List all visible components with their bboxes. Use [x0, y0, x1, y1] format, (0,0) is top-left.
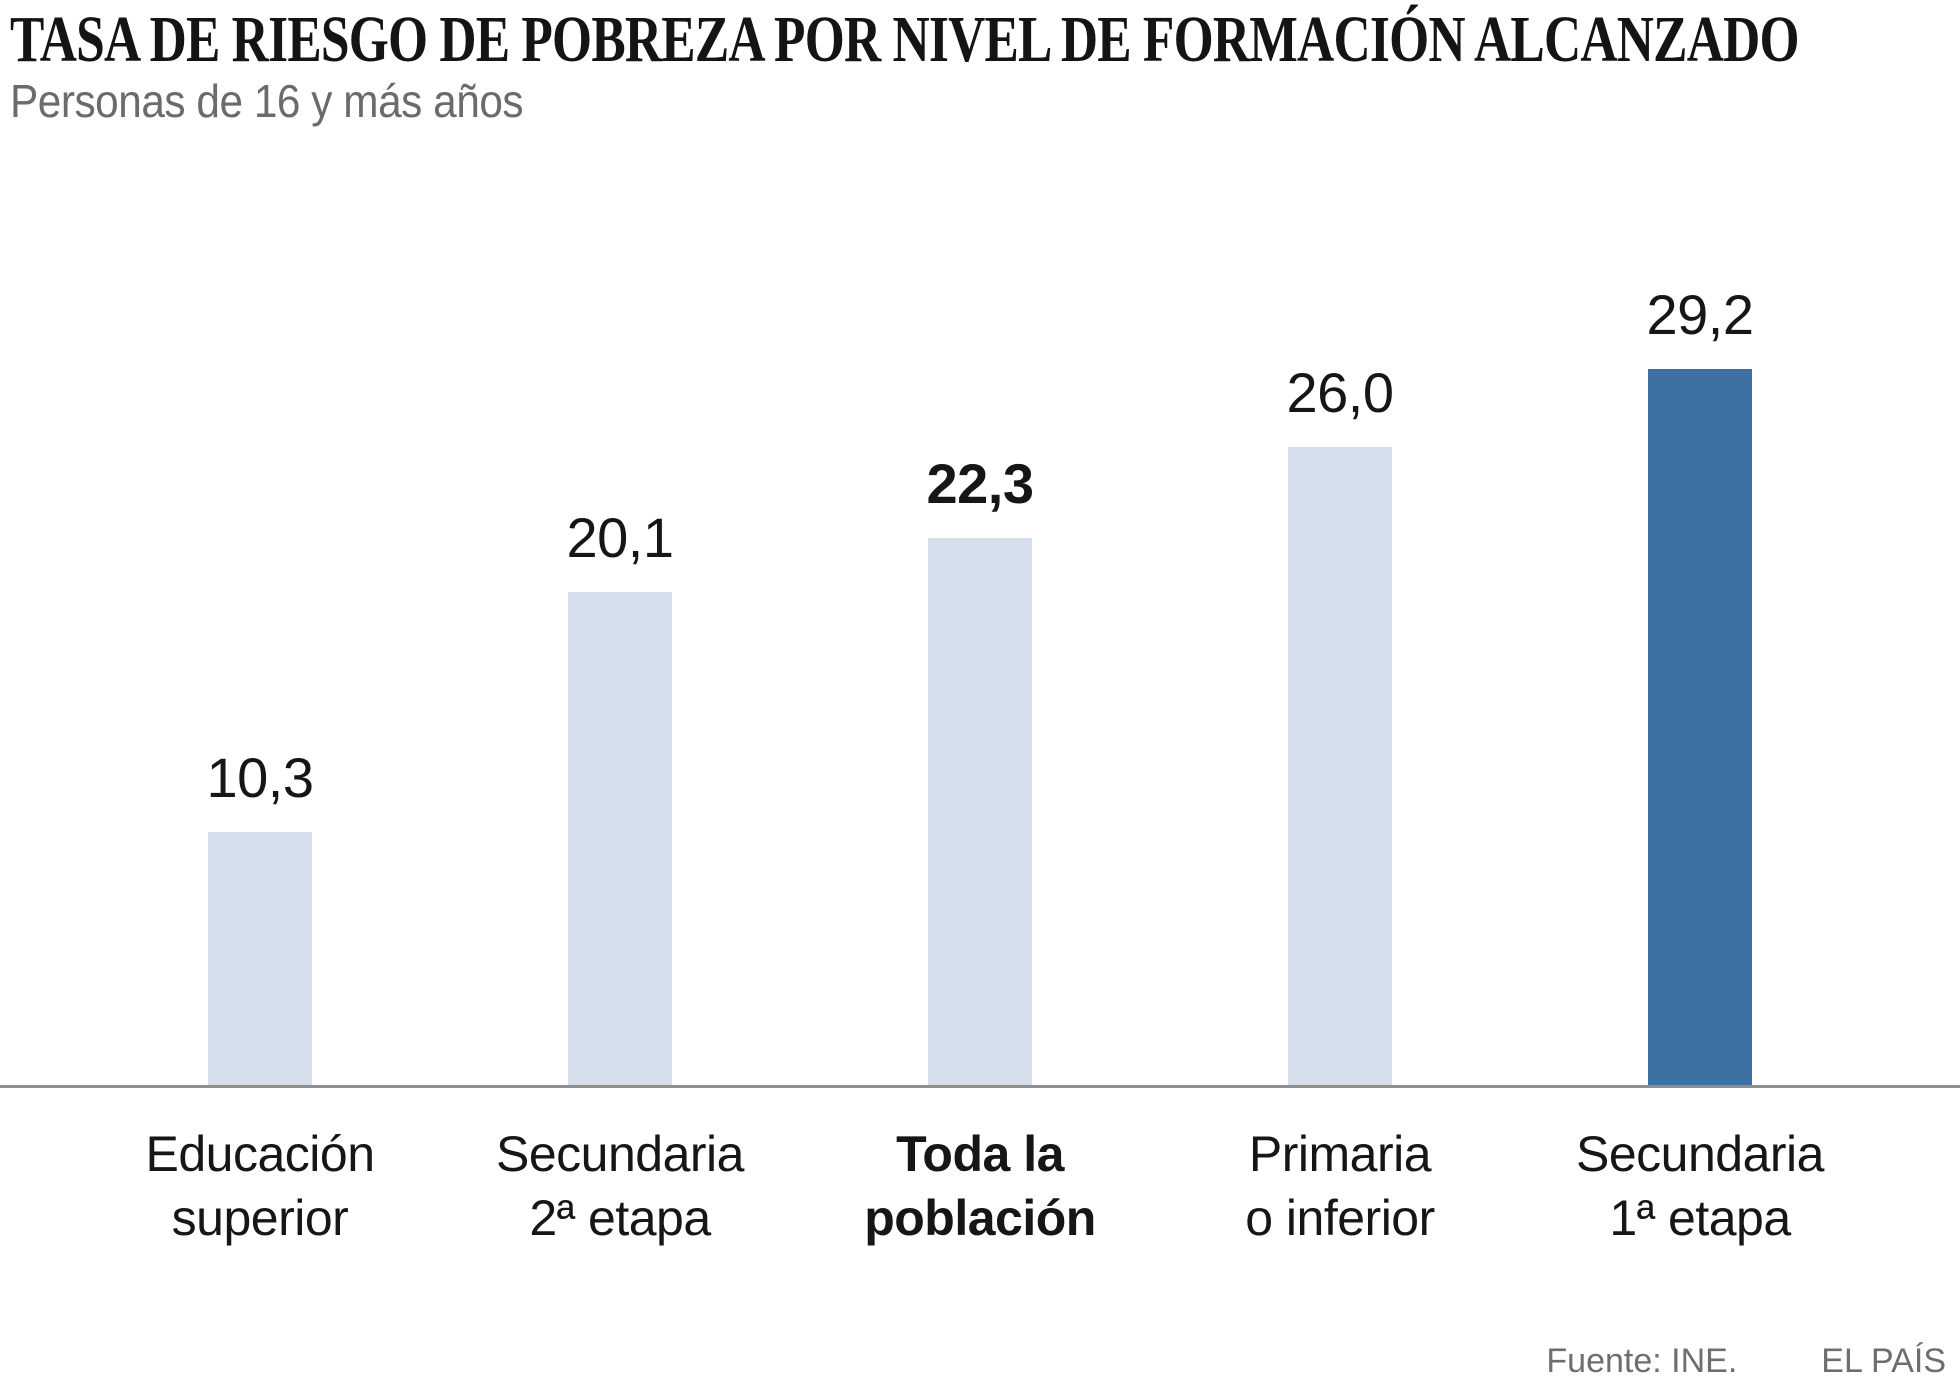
chart-title: TASA DE RIESGO DE POBREZA POR NIVEL DE F… — [10, 3, 1800, 76]
category-label-line: o inferior — [1245, 1190, 1435, 1246]
category-label-line: 2ª etapa — [529, 1190, 711, 1246]
bar-toda-la-poblacion — [928, 538, 1032, 1085]
category-label-line: Toda la — [896, 1126, 1064, 1182]
bar-secundaria-2-etapa — [568, 592, 672, 1085]
value-label-secundaria-1-etapa: 29,2 — [1646, 283, 1755, 346]
category-label-line: Primaria — [1248, 1126, 1432, 1182]
category-label-line: Educación — [145, 1126, 376, 1182]
value-label-educacion-superior: 10,3 — [206, 746, 315, 809]
x-axis-line — [0, 1085, 1960, 1088]
chart-subtitle: Personas de 16 y más años — [10, 75, 524, 127]
category-label-secundaria-1-etapa: Secundaria 1ª etapa — [1520, 1122, 1880, 1250]
category-label-line: 1ª etapa — [1609, 1190, 1791, 1246]
category-label-line: Secundaria — [496, 1126, 744, 1182]
bar-educacion-superior — [208, 832, 312, 1085]
category-label-primaria-o-inferior: Primaria o inferior — [1160, 1122, 1520, 1250]
bar-primaria-o-inferior — [1288, 447, 1392, 1085]
footer: Fuente: INE. EL PAÍS — [1546, 1342, 1946, 1381]
category-label-educacion-superior: Educación superior — [80, 1122, 440, 1250]
category-label-toda-la-poblacion: Toda la población — [800, 1122, 1160, 1250]
value-label-primaria-o-inferior: 26,0 — [1286, 361, 1395, 424]
value-label-toda-la-poblacion: 22,3 — [926, 452, 1035, 515]
source-label: Fuente: INE. — [1546, 1342, 1738, 1380]
category-label-line: población — [864, 1190, 1096, 1246]
brand-label: EL PAÍS — [1821, 1342, 1946, 1380]
category-label-line: superior — [171, 1190, 349, 1246]
bar-secundaria-1-etapa — [1648, 369, 1752, 1085]
category-label-line: Secundaria — [1576, 1126, 1824, 1182]
value-label-secundaria-2-etapa: 20,1 — [566, 506, 675, 569]
category-label-secundaria-2-etapa: Secundaria 2ª etapa — [440, 1122, 800, 1250]
